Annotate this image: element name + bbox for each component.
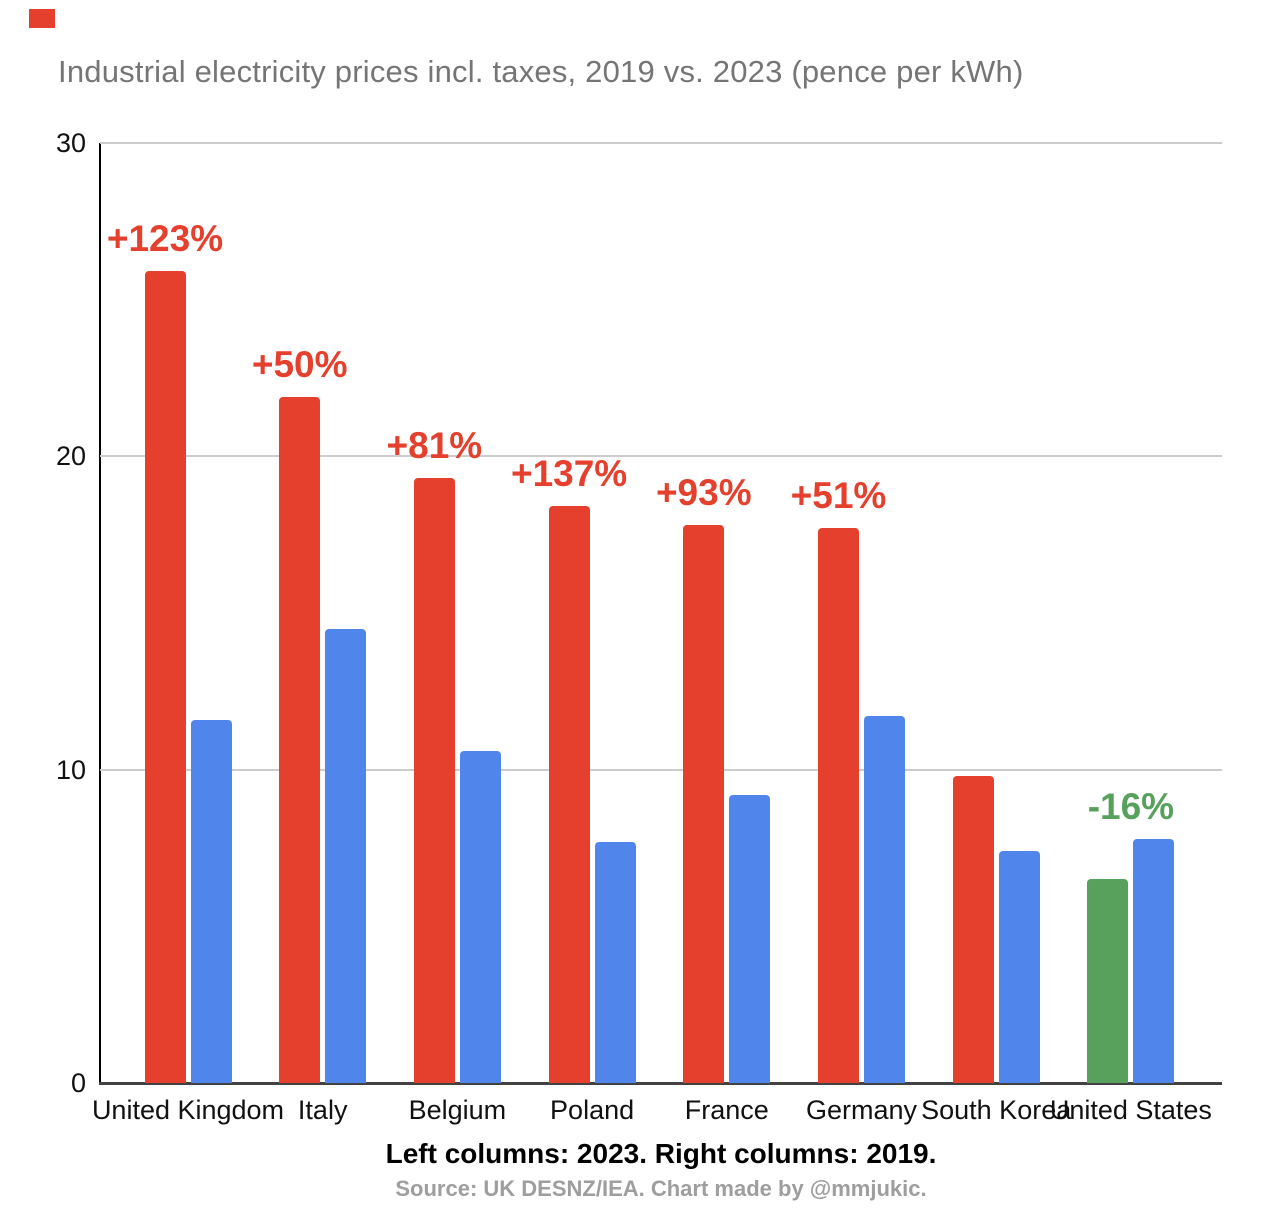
y-axis-line (99, 143, 101, 1084)
bar-pair-italy (279, 397, 367, 1083)
bar-2019-united-states (1133, 839, 1175, 1083)
gridline-10 (100, 768, 1222, 771)
x-axis-label-belgium: Belgium (408, 1095, 507, 1125)
annotation-poland: +137% (510, 453, 628, 495)
annotation-united-kingdom: +123% (106, 218, 224, 260)
bar-2019-poland (594, 842, 636, 1083)
x-axis-label-united-states: United States (1049, 1095, 1212, 1125)
red-corner-marker (29, 9, 55, 28)
x-axis-label-poland: Poland (550, 1095, 635, 1125)
x-axis-label-italy: Italy (297, 1095, 348, 1125)
chart-title: Industrial electricity prices incl. taxe… (58, 54, 1024, 89)
bar-2023-south-korea (952, 776, 994, 1083)
x-axis-label-south-korea: South Korea (921, 1095, 1072, 1125)
y-axis-tick-0: 0 (70, 1068, 86, 1098)
x-axis-label-united-kingdom: United Kingdom (91, 1095, 285, 1125)
annotation-germany: +51% (790, 475, 887, 517)
bar-2019-belgium (459, 751, 501, 1083)
bar-pair-poland (548, 506, 636, 1083)
x-axis-line (99, 1082, 1222, 1085)
bar-pair-united-states (1087, 839, 1175, 1083)
legend-note: Left columns: 2023. Right columns: 2019. (385, 1138, 937, 1169)
plot-area: 0 10 20 30 +123% +50% +81% +137% +93% +51% -16% U… (56, 130, 1222, 1125)
bar-2019-france (729, 795, 771, 1083)
bar-2023-italy (279, 397, 321, 1083)
bar-2023-united-states (1087, 879, 1129, 1083)
bar-pair-belgium (413, 478, 501, 1083)
bar-2023-germany (818, 528, 859, 1083)
bar-2019-united-kingdom (190, 720, 232, 1083)
annotation-italy: +50% (251, 343, 348, 385)
y-axis-tick-20: 20 (55, 441, 86, 472)
annotation-belgium: +81% (386, 425, 483, 467)
bar-pair-france (683, 525, 771, 1083)
x-axis-label-france: France (684, 1095, 769, 1125)
bar-2023-poland (548, 506, 590, 1083)
bar-pair-united-kingdom (144, 271, 232, 1083)
bar-2019-germany (864, 716, 905, 1083)
x-axis-label-germany: Germany (805, 1095, 918, 1125)
y-axis-tick-10: 10 (55, 754, 86, 785)
bar-2023-united-kingdom (144, 271, 186, 1083)
bar-pair-south-korea (952, 776, 1040, 1083)
y-axis-tick-30: 30 (55, 128, 86, 158)
bar-pair-germany (818, 528, 906, 1083)
source-note: Source: UK DESNZ/IEA. Chart made by @mmj… (395, 1176, 927, 1201)
gridline-30 (100, 142, 1222, 144)
bar-2023-france (683, 525, 725, 1083)
annotation-united-states: -16% (1087, 785, 1175, 827)
captions-block: Left columns: 2023. Right columns: 2019.… (100, 1138, 1222, 1202)
gridline-20 (100, 455, 1222, 458)
bar-2023-belgium (413, 478, 455, 1083)
bar-2019-south-korea (998, 851, 1040, 1083)
bar-2019-italy (325, 629, 367, 1083)
annotation-france: +93% (655, 472, 752, 514)
